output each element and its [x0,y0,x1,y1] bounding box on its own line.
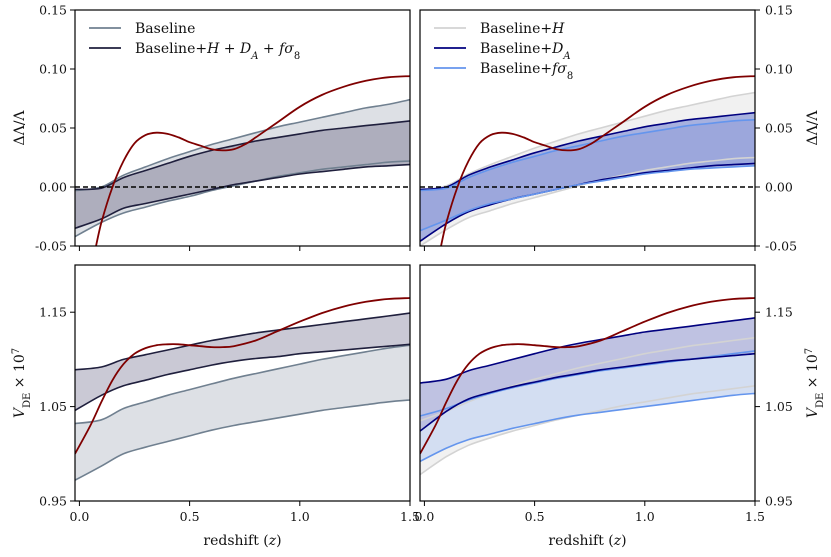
fiducial-curve [440,75,755,246]
legend-label: Baseline+H + DA + fσ8 [135,41,300,62]
panel-bottom-right: 0.0 0.5 1.0 1.50.95 1.05 1.15 VDE × 107 redshif… [414,264,826,549]
y-axis-label: VDE × 107 [11,348,33,418]
y-tick-label: 0.95 [765,494,793,509]
band-upper-line-1 [420,111,755,191]
x-tick-label: 1.0 [290,509,310,524]
y-tick-label: -0.05 [765,239,797,254]
y-tick-label: 0.10 [39,62,67,77]
legend-label: Baseline [135,21,195,37]
x-tick-label: 0.5 [180,509,200,524]
y-tick-label: 0.05 [765,121,793,136]
plot-area [420,297,755,476]
x-tick-label: 1.5 [400,509,420,524]
y-tick-label: 1.15 [39,305,67,320]
y-axis-label: ΔΛ/Λ [12,110,28,146]
plot-area [75,297,410,481]
legend: Baseline Baseline+H + DA + fσ8 [89,21,300,62]
band-fill-1 [75,313,410,411]
x-tick-label: 0.5 [525,509,545,524]
x-tick-label: 0.0 [414,509,434,524]
y-tick-label: 1.05 [39,399,67,414]
panel-top-left: -0.050.000.050.100.15ΔΛ/ΛBaselineBaselin… [12,3,411,254]
panel-top-right: -0.050.000.050.100.15ΔΛ/ΛBaseline+HBasel… [419,3,821,254]
legend-label: Baseline+fσ8 [480,61,573,82]
band-upper-line-0 [420,91,755,192]
band-lower-line-0 [75,399,410,481]
y-tick-label: 0.95 [39,494,67,509]
x-tick-label: 0.0 [69,509,89,524]
fiducial-curve [420,297,755,455]
plot-area [420,75,755,246]
x-axis-label: redshift (z) [203,533,281,549]
band-fill-2 [420,119,755,231]
y-tick-label: 0.15 [39,3,67,18]
y-tick-label: 0.00 [765,180,793,195]
band-fill-1 [420,350,755,462]
band-upper-line-0 [75,344,410,425]
fiducial-curve [95,75,410,246]
band-upper-line-0 [75,98,410,192]
y-tick-label: -0.05 [35,239,67,254]
axes-frame [74,264,411,502]
panel-bottom-left: 0.0 0.5 1.0 1.5 0.95 1.05 1.15 VDE × 107 redshif… [11,264,420,549]
band-upper-line-1 [75,312,410,371]
band-lower-line-1 [75,163,410,230]
axes-frame [419,264,756,502]
y-axis-label: ΔΛ/Λ [805,110,821,146]
band-upper-line-2 [420,317,755,384]
y-tick-label: 0.05 [39,121,67,136]
x-axis-label: redshift (z) [548,533,626,549]
band-fill-2 [420,317,755,432]
x-tick-label: 1.5 [745,509,765,524]
band-fill-1 [75,120,410,229]
band-fill-0 [75,345,410,481]
band-upper-line-1 [75,120,410,191]
y-tick-label: 0.15 [765,3,793,18]
fiducial-curve [75,297,410,455]
x-tick-label: 1.0 [635,509,655,524]
band-upper-line-0 [420,336,755,422]
band-lower-line-0 [420,385,755,476]
y-tick-label: 1.05 [765,399,793,414]
y-tick-label: 1.15 [765,305,793,320]
plot-area [75,75,410,246]
band-lower-line-2 [420,165,755,232]
legend-label: Baseline+H [480,21,565,37]
y-axis-label: VDE × 107 [804,348,826,418]
y-tick-label: 0.00 [39,180,67,195]
y-tick-label: 0.10 [765,62,793,77]
band-lower-line-1 [75,343,410,412]
band-upper-line-2 [420,118,755,192]
legend-label: Baseline+DA [480,41,571,62]
band-lower-line-2 [420,352,755,432]
band-lower-line-1 [420,392,755,463]
